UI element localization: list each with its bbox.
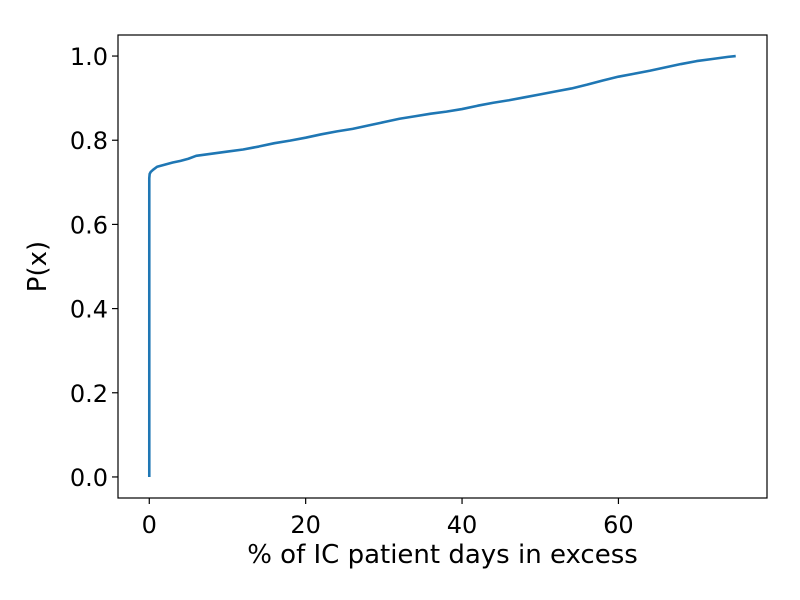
- y-axis-label: P(x): [23, 241, 53, 292]
- y-tick-label: 0.6: [70, 211, 108, 239]
- plot-layer: [147, 54, 736, 477]
- y-tick-label: 0.8: [70, 127, 108, 155]
- y-tick-label: 0.4: [70, 296, 108, 324]
- plot-frame: [117, 34, 768, 499]
- x-tick-label: 20: [290, 511, 321, 539]
- y-tick-label: 0.2: [70, 380, 108, 408]
- cdf-line-series-0: [147, 54, 736, 477]
- x-tick-label: 0: [142, 511, 157, 539]
- y-tick-label: 0.0: [70, 464, 108, 492]
- tick-layer: 0 20 40 60 0.0 0.2 0.4 0.6 0.8 1.0: [70, 43, 634, 539]
- x-tick-label: 40: [447, 511, 478, 539]
- x-tick-label: 60: [603, 511, 634, 539]
- y-tick-label: 1.0: [70, 43, 108, 71]
- x-axis-label: % of IC patient days in excess: [247, 540, 638, 570]
